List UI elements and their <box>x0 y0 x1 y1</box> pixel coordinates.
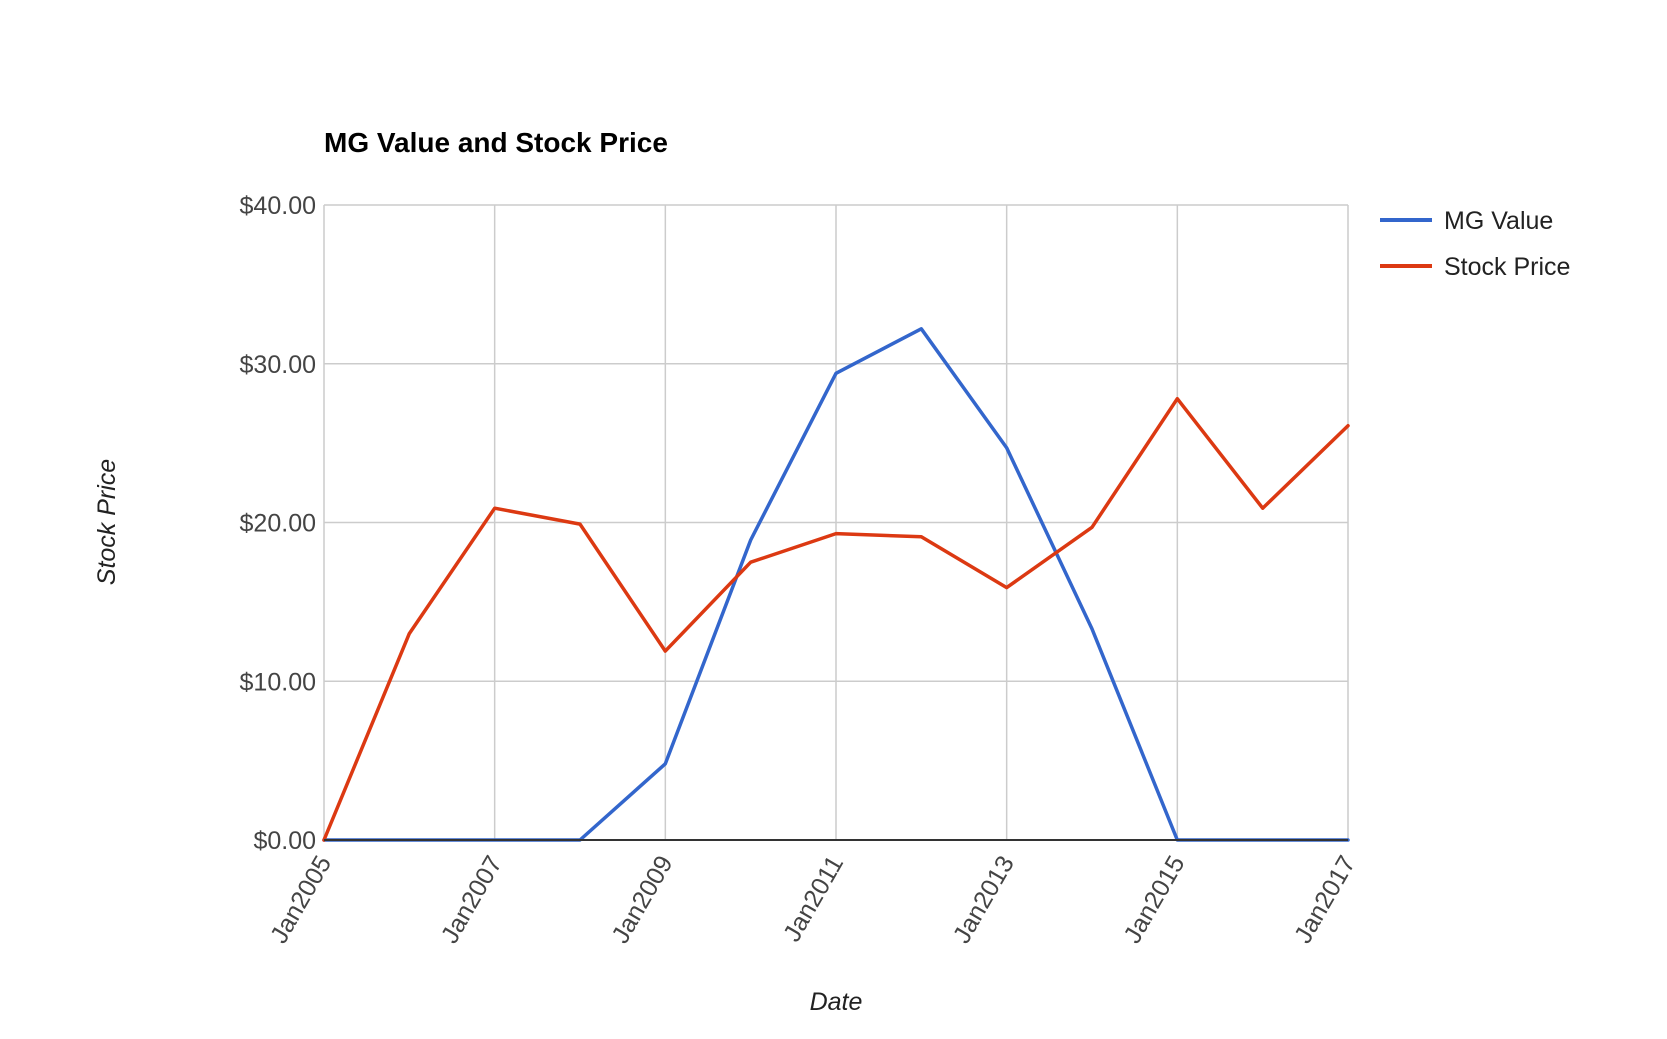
series-line-stock-price <box>322 396 1350 842</box>
legend: MG Value Stock Price <box>1380 207 1570 281</box>
y-tick-label: $10.00 <box>240 668 316 696</box>
x-axis-title: Date <box>810 988 863 1016</box>
y-axis-title: Stock Price <box>93 459 121 585</box>
x-tick-label: Jan2007 <box>436 851 508 948</box>
legend-label-stock-price: Stock Price <box>1444 253 1570 281</box>
y-tick-label: $30.00 <box>240 351 316 379</box>
x-axis-tick-labels: Jan2005 Jan2007 Jan2009 Jan2011 Jan2013 Jan20… <box>265 851 1361 948</box>
x-tick-label: Jan2015 <box>1118 851 1190 948</box>
x-tick-label: Jan2005 <box>265 851 337 948</box>
x-tick-label: Jan2017 <box>1289 851 1361 948</box>
y-tick-label: $40.00 <box>240 192 316 220</box>
x-tick-label: Jan2013 <box>948 851 1020 948</box>
y-axis-tick-labels: $0.00 $10.00 $20.00 $30.00 $40.00 <box>240 192 316 855</box>
gridlines <box>323 204 1349 840</box>
y-tick-label: $20.00 <box>240 510 316 538</box>
x-tick-label: Jan2011 <box>778 851 849 946</box>
legend-label-mg-value: MG Value <box>1444 207 1553 235</box>
chart-title: MG Value and Stock Price <box>324 127 668 158</box>
y-tick-label: $0.00 <box>253 827 316 855</box>
x-tick-label: Jan2009 <box>606 851 678 948</box>
